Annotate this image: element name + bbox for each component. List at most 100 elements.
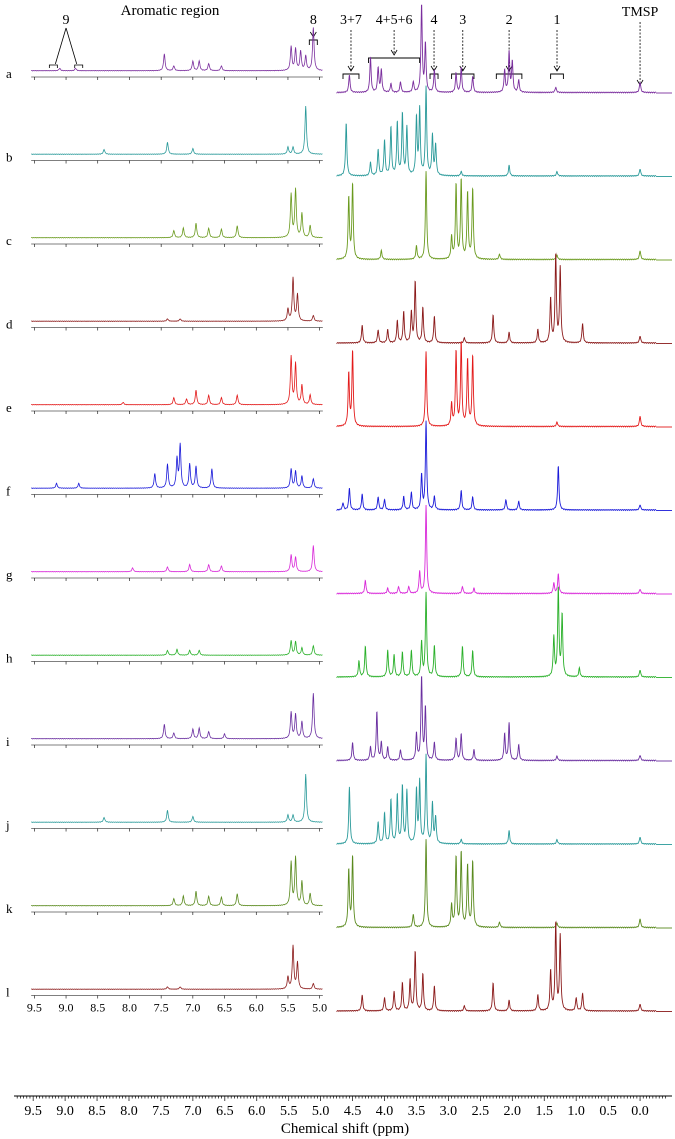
spectrum-l: l	[6, 920, 672, 1013]
inset-trace-k	[31, 855, 323, 907]
spectrum-label-l: l	[6, 985, 10, 1000]
inset-trace-a	[31, 27, 323, 72]
inset-trace-l	[31, 944, 323, 990]
main-tick-label: 9.0	[56, 1104, 74, 1119]
annotation-label: TMSP	[622, 5, 659, 20]
main-trace-h	[336, 586, 657, 679]
spectrum-label-i: i	[6, 734, 10, 749]
annotation-3-plus-7: 3+7	[340, 13, 362, 79]
main-tick-label: 4.5	[344, 1104, 362, 1119]
annotation-3: 3	[451, 13, 475, 79]
main-x-axis: 9.5 9.0 8.5 8.0 7.5 7.0 6.5 6.0 5.5 5.0 4.5 4.0 3.5 3…	[14, 1095, 672, 1119]
inset-tick-label: 9.0	[59, 1001, 74, 1015]
x-axis-label: Chemical shift (ppm)	[281, 1121, 409, 1137]
main-tick-label: 5.5	[280, 1104, 298, 1119]
spectrum-c: c	[6, 171, 672, 261]
main-tick-label: 6.0	[248, 1104, 266, 1119]
main-trace-j	[336, 753, 657, 846]
main-trace-k	[336, 839, 657, 929]
annotation-bracket	[308, 39, 318, 45]
main-tick-label: 6.5	[216, 1104, 234, 1119]
spectrum-i: i	[6, 676, 672, 762]
spectrum-e: e	[6, 341, 672, 428]
annotation-label: 4+5+6	[376, 13, 413, 28]
main-tick-label: 3.5	[408, 1104, 426, 1119]
annotation-label: 8	[310, 13, 317, 28]
spectrum-label-c: c	[6, 233, 12, 248]
main-trace-l	[336, 920, 657, 1013]
annotation-arrowhead	[636, 79, 644, 86]
main-trace-f	[336, 420, 657, 512]
spectrum-label-e: e	[6, 400, 12, 415]
spectrum-label-j: j	[5, 818, 10, 833]
spectrum-b: b	[6, 85, 672, 178]
spectrum-f: f	[6, 420, 672, 512]
main-tick-label: 7.0	[184, 1104, 202, 1119]
inset-trace-d	[31, 276, 323, 322]
spectrum-label-f: f	[6, 484, 11, 499]
main-tick-label: 1.5	[535, 1104, 553, 1119]
spectrum-label-a: a	[6, 66, 12, 81]
annotation-arrowhead	[309, 31, 317, 38]
inset-tick-label: 7.5	[154, 1001, 169, 1015]
inset-trace-f	[31, 442, 323, 489]
main-trace-i	[336, 676, 657, 762]
inset-tick-label: 7.0	[185, 1001, 200, 1015]
annotation-4: 4	[429, 13, 439, 79]
main-trace-g	[336, 505, 657, 595]
main-tick-label: 4.0	[376, 1104, 394, 1119]
main-tick-label: 3.0	[440, 1104, 458, 1119]
spectrum-label-b: b	[6, 150, 13, 165]
annotation-9: 9	[48, 13, 84, 68]
inset-trace-h	[31, 640, 323, 656]
annotation-bracket	[48, 64, 58, 68]
main-trace-b	[336, 85, 657, 178]
inset-trace-e	[31, 354, 323, 406]
inset-tick-label: 6.5	[217, 1001, 232, 1015]
inset-trace-i	[31, 693, 323, 740]
inset-tick-label: 8.5	[90, 1001, 105, 1015]
main-tick-label: 7.5	[152, 1104, 170, 1119]
annotation-label: 4	[431, 13, 438, 28]
annotation-arrow	[54, 27, 67, 65]
main-tick-label: 2.5	[472, 1104, 490, 1119]
annotation-label: 9	[63, 13, 70, 28]
inset-tick-label: 5.5	[280, 1001, 295, 1015]
inset-title: Aromatic region	[121, 3, 220, 19]
annotation-bracket	[495, 73, 523, 79]
annotation-bracket	[451, 73, 475, 79]
annotation-4-plus-5-plus-6: 4+5+6	[368, 13, 421, 63]
main-tick-label: 8.0	[120, 1104, 138, 1119]
main-trace-e	[336, 341, 657, 428]
spectrum-g: g	[6, 505, 672, 595]
spectrum-j: j	[5, 753, 672, 846]
main-tick-label: 1.0	[567, 1104, 585, 1119]
annotation-arrowhead	[390, 49, 398, 56]
spectrum-h: h	[6, 586, 672, 679]
main-tick-label: 5.0	[312, 1104, 330, 1119]
spectrum-a: a	[6, 4, 672, 94]
main-trace-c	[336, 171, 657, 261]
annotation-bracket	[74, 64, 84, 68]
main-tick-label: 8.5	[88, 1104, 106, 1119]
inset-tick-label: 5.0	[312, 1001, 327, 1015]
annotation-label: 3+7	[340, 13, 362, 28]
main-tick-label: 2.0	[504, 1104, 522, 1119]
inset-tick-label: 9.5	[27, 1001, 42, 1015]
inset-tick-label: 6.0	[249, 1001, 264, 1015]
annotation-arrowhead	[505, 65, 513, 72]
annotation-arrowhead	[553, 65, 561, 72]
spectrum-d: d	[6, 252, 672, 345]
annotation-label: 2	[506, 13, 513, 28]
main-tick-label: 0.0	[631, 1104, 649, 1119]
annotation-arrow	[65, 27, 78, 65]
main-tick-label: 9.5	[24, 1104, 42, 1119]
inset-trace-c	[31, 187, 323, 239]
annotation-TMSP: TMSP	[622, 5, 659, 86]
inset-tick-label: 8.0	[122, 1001, 137, 1015]
spectrum-k: k	[6, 839, 672, 929]
annotation-label: 3	[459, 13, 466, 28]
annotation-2: 2	[495, 13, 523, 79]
spectrum-label-g: g	[6, 567, 13, 582]
annotation-label: 1	[554, 13, 561, 28]
